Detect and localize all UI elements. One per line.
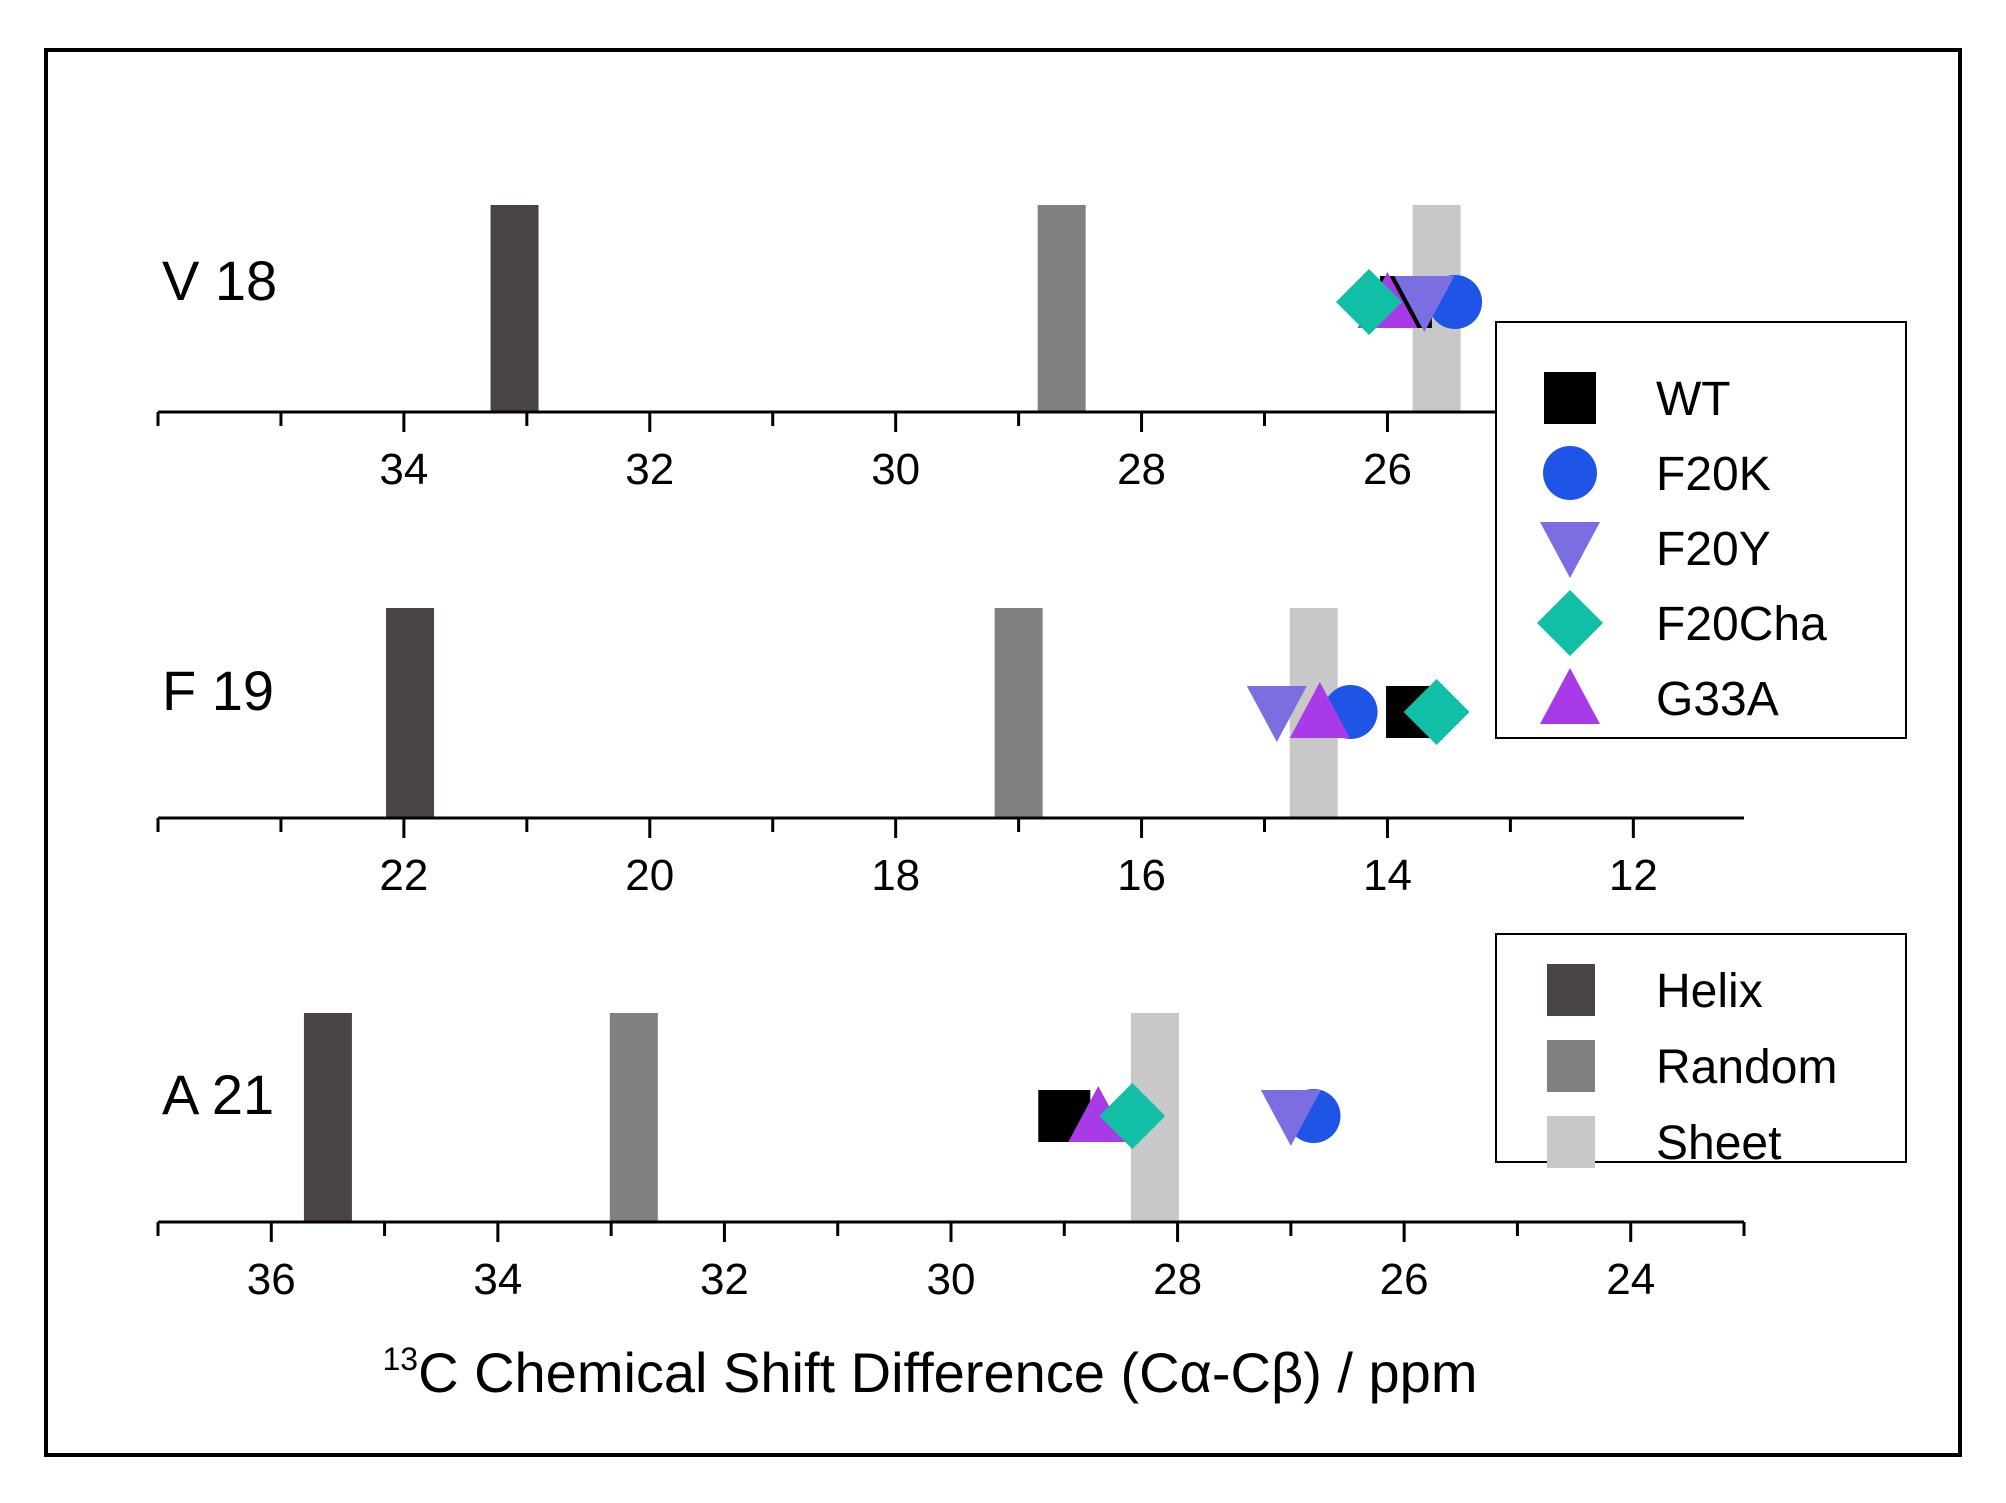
series-legend: WT F20K F20Y F20Cha G33A <box>1495 321 1907 739</box>
legend-label-random: Random <box>1656 1041 1837 1094</box>
x-axis-label: 13C Chemical Shift Difference (Cα-Cβ) / … <box>383 1341 1478 1404</box>
tick-label: 36 <box>247 1255 296 1304</box>
panel-3: A 21 36 34 32 30 28 26 24 <box>156 1013 1746 1304</box>
x-axis-label-superscript: 13 <box>383 1341 419 1377</box>
legend-label-f20y: F20Y <box>1656 523 1771 576</box>
tick-label: 22 <box>379 851 428 900</box>
tick-label: 12 <box>1609 851 1658 900</box>
tick-label: 20 <box>625 851 674 900</box>
bar-helix <box>386 608 435 818</box>
tick-label: 26 <box>1363 445 1412 494</box>
marker-f20y <box>1394 276 1455 332</box>
x-axis-label-text: C Chemical Shift Difference (Cα-Cβ) / pp… <box>418 1341 1477 1404</box>
tick-label: 32 <box>625 445 674 494</box>
residue-label: V 18 <box>162 249 277 312</box>
legend-marker-f20k <box>1543 446 1597 500</box>
bar-random <box>609 1013 658 1222</box>
residue-label: A 21 <box>162 1063 274 1126</box>
panel-2: F 19 22 20 18 16 14 12 <box>156 608 1744 900</box>
residue-label: F 19 <box>162 659 274 722</box>
tick-label: 28 <box>1153 1255 1202 1304</box>
legend-swatch-random <box>1547 1040 1595 1092</box>
legend-swatch-sheet <box>1547 1116 1595 1168</box>
tick-label: 30 <box>871 445 920 494</box>
marker-f20y <box>1260 1090 1321 1146</box>
marker-f20cha <box>1099 1083 1166 1149</box>
legend-marker-wt <box>1544 372 1596 424</box>
marker-f20y <box>1246 686 1307 742</box>
bar-helix <box>303 1013 352 1222</box>
tick-label: 16 <box>1117 851 1166 900</box>
tick-label: 14 <box>1363 851 1412 900</box>
tick-label: 30 <box>927 1255 976 1304</box>
tick-label: 32 <box>700 1255 749 1304</box>
legend-marker-f20y <box>1540 522 1600 578</box>
bar-random <box>1037 205 1086 412</box>
panel-1: V 18 34 32 30 28 26 <box>156 205 1744 494</box>
legend-label-sheet: Sheet <box>1656 1117 1781 1170</box>
tick-label: 34 <box>379 445 428 494</box>
tick-label: 24 <box>1606 1255 1655 1304</box>
legend-label-f20k: F20K <box>1656 448 1771 501</box>
tick-label: 26 <box>1380 1255 1429 1304</box>
legend-label-g33a: G33A <box>1656 673 1779 726</box>
marker-f20cha <box>1403 679 1470 745</box>
legend-marker-f20cha <box>1537 590 1603 656</box>
legend-marker-g33a <box>1540 668 1600 724</box>
tick-label: 34 <box>473 1255 522 1304</box>
structure-legend: Helix Random Sheet <box>1495 933 1907 1170</box>
figure-frame <box>44 48 1962 1457</box>
legend-label-wt: WT <box>1656 373 1731 426</box>
tick-label: 28 <box>1117 445 1166 494</box>
marker-f20cha <box>1336 269 1403 335</box>
legend-label-f20cha: F20Cha <box>1656 598 1827 651</box>
marker-g33a <box>1289 682 1350 738</box>
bar-random <box>994 608 1043 818</box>
legend-swatch-helix <box>1547 964 1595 1016</box>
bar-helix <box>490 205 539 412</box>
legend-label-helix: Helix <box>1656 965 1763 1018</box>
tick-label: 18 <box>871 851 920 900</box>
